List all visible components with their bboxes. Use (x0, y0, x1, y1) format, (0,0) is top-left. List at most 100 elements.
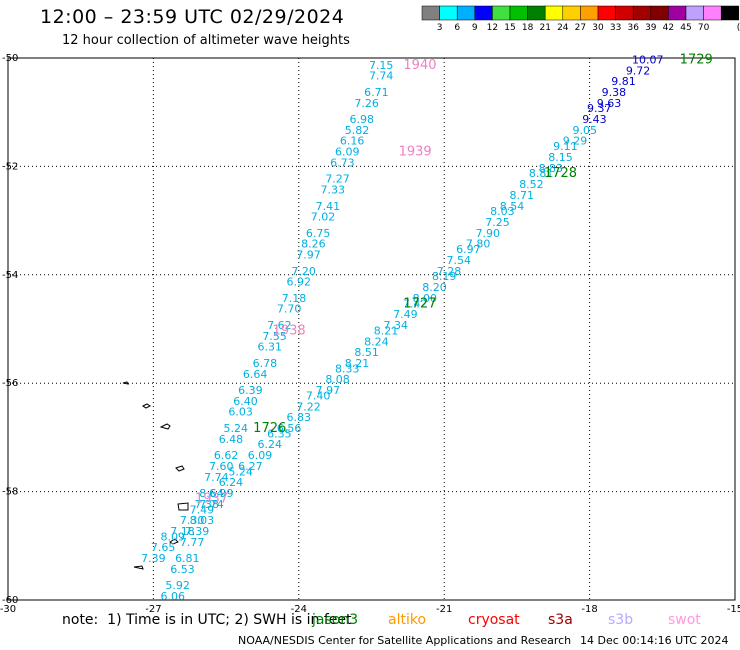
wave-height-value: 8.81 (529, 167, 554, 180)
wave-height-value: 6.16 (340, 135, 365, 148)
colorbar-swatch (650, 5, 669, 21)
wave-height-value: 8.21 (374, 324, 399, 337)
grid-lines (8, 58, 735, 600)
wave-height-value: 7.34 (383, 319, 408, 332)
colorbar-swatch (668, 5, 687, 21)
wave-height-value: 9.29 (563, 135, 588, 148)
pass-label: 1940 (403, 58, 436, 73)
wave-height-value: 6.03 (228, 406, 253, 419)
y-tick-label: -56 (2, 378, 18, 389)
wave-height-value: 6.81 (175, 552, 200, 565)
wave-height-value: 10.07 (632, 53, 664, 66)
pass-label: 1938 (273, 323, 306, 338)
colorbar-label: 36 (627, 23, 639, 33)
generation-timestamp: 14 Dec 00:14:16 UTC 2024 (580, 634, 729, 647)
wave-height-value: 8.03 (190, 514, 215, 527)
wave-height-value: 8.00 (413, 292, 438, 305)
colorbar-swatch (421, 5, 440, 21)
island-outline (133, 565, 144, 570)
colorbar-swatch (615, 5, 634, 21)
wave-height-value: 8.09 (161, 530, 186, 543)
wave-height-value: 7.40 (306, 389, 331, 402)
island-outline (122, 381, 129, 385)
colorbar-label: 21 (539, 23, 550, 33)
wave-height-value: 5.92 (165, 579, 190, 592)
colorbar-swatch (580, 5, 599, 21)
y-tick-label: -50 (2, 53, 18, 64)
island-outline (159, 423, 171, 430)
satellite-legend-cryosat: cryosat (468, 612, 520, 628)
pass-label: 1937 (195, 491, 228, 506)
wave-height-value: 6.99 (209, 487, 234, 500)
wave-height-value: 7.39 (185, 525, 210, 538)
wave-height-value: 6.27 (238, 460, 263, 473)
wave-height-value: 7.49 (393, 308, 418, 321)
wave-height-value: 7.20 (291, 265, 316, 278)
wave-height-value: 8.71 (509, 189, 534, 202)
footer-note: note: 1) Time is in UTC; 2) SWH is in fe… (62, 612, 352, 628)
colorbar-swatch (685, 5, 704, 21)
wave-height-value: 7.41 (316, 200, 341, 213)
wave-height-value: 7.77 (180, 536, 205, 549)
wave-height-value: 8.24 (364, 335, 389, 348)
wave-height-value: 6.24 (219, 476, 244, 489)
wave-height-value: 7.15 (369, 59, 394, 72)
x-tick-label: -15 (727, 604, 740, 615)
wave-height-value: 6.71 (364, 86, 389, 99)
pass-label: 1726 (253, 421, 286, 436)
wave-height-value: 6.40 (233, 395, 258, 408)
wave-height-value: 8.33 (335, 362, 360, 375)
wave-height-value: 6.56 (277, 422, 302, 435)
wave-height-value: 6.73 (330, 156, 355, 169)
wave-height-value: 9.38 (602, 86, 627, 99)
wave-height-value: 7.90 (476, 227, 501, 240)
colorbar-label: 9 (472, 23, 478, 33)
wave-height-value: 8.08 (325, 373, 350, 386)
y-tick-label: -54 (2, 270, 18, 281)
colorbar-label: 70 (698, 23, 710, 33)
wave-height-value: 9.11 (553, 140, 578, 153)
colorbar-label: 42 (663, 23, 674, 33)
wave-height-value: 6.92 (287, 276, 312, 289)
colorbar-swatch (527, 5, 546, 21)
wave-height-value: 8.15 (548, 151, 573, 164)
wave-height-value: 8.54 (500, 200, 525, 213)
wave-height-value: 7.26 (354, 97, 379, 110)
wave-height-value: 6.06 (161, 590, 186, 603)
wave-height-value: 6.75 (306, 227, 331, 240)
wave-height-value: 7.65 (151, 541, 176, 554)
wave-height-value: 8.19 (432, 270, 457, 283)
wave-height-value: 7.02 (311, 211, 336, 224)
wave-height-value: 7.18 (170, 525, 195, 538)
colorbar-label: 3 (437, 23, 443, 33)
island-outline (142, 403, 151, 409)
wave-height-value: 8.21 (345, 357, 370, 370)
wave-height-value: 6.09 (248, 449, 273, 462)
colorbar-swatch (439, 5, 458, 21)
y-tick-label: -60 (2, 595, 18, 606)
wave-height-value: 6.97 (456, 243, 481, 256)
colorbar-label: 33 (610, 23, 621, 33)
colorbar-label: 12 (487, 23, 498, 33)
pass-label: 1727 (403, 296, 436, 311)
y-tick-label: -58 (2, 487, 18, 498)
wave-height-value: 9.43 (582, 113, 607, 126)
wave-height-value: 7.80 (466, 238, 491, 251)
satellite-legend-swot: swot (668, 612, 701, 628)
wave-height-value: 5.82 (345, 124, 370, 137)
colorbar-swatch (474, 5, 493, 21)
colorbar-swatch (632, 5, 652, 21)
wave-height-value: 6.31 (257, 341, 282, 354)
wave-height-value: 7.25 (485, 216, 510, 229)
wave-height-value: 7.18 (282, 292, 307, 305)
wave-height-value: 7.54 (446, 254, 471, 267)
island-outline (175, 465, 185, 472)
wave-height-value: 8.51 (354, 346, 379, 359)
wave-height-value: 6.48 (219, 433, 244, 446)
colorbar-label: 39 (645, 23, 657, 33)
wave-height-value: 9.63 (597, 97, 622, 110)
x-tick-label: -24 (291, 604, 307, 615)
